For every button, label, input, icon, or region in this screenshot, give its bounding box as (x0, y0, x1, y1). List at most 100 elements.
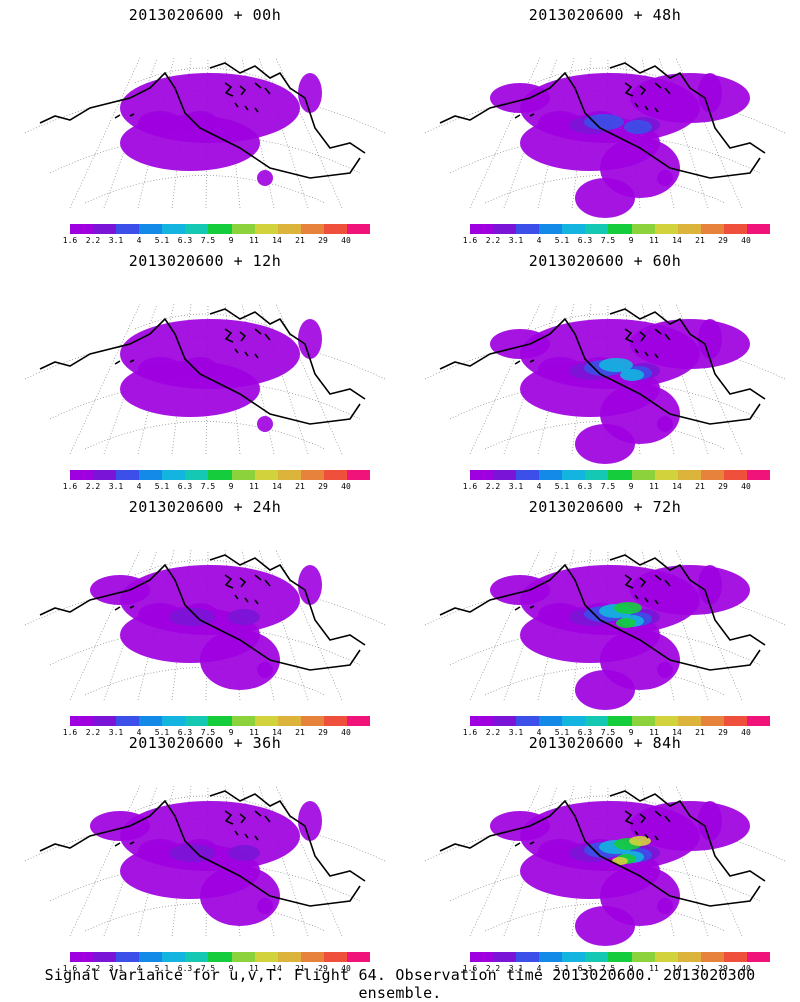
colorbar-swatch (585, 224, 609, 234)
coastline (439, 308, 766, 425)
colorbar-label: 4 (136, 236, 142, 245)
colorbar-swatch (539, 224, 563, 234)
colorbar-label: 9 (228, 964, 234, 973)
colorbar-swatch (723, 716, 747, 726)
colorbar-swatch (70, 716, 94, 726)
colorbar-swatch (654, 224, 678, 234)
colorbar-swatch (539, 470, 563, 480)
colorbar-label: 4 (536, 236, 542, 245)
panel-title: 2013020600 + 24h (128, 498, 282, 516)
colorbar-swatch (746, 224, 771, 234)
colorbar-swatch (723, 224, 747, 234)
colorbar-swatch (116, 952, 140, 962)
colorbar-swatch (585, 470, 609, 480)
map-panel: 2013020600 + 72h 1.6 2.2 3.1 4 5.1 6.3 7.5 9 11 14… (410, 494, 800, 739)
colorbar-swatch (208, 470, 232, 480)
colorbar-label: 40 (341, 728, 351, 737)
panel-title: 2013020600 + 48h (528, 6, 682, 24)
colorbar-swatch (254, 470, 278, 480)
polar-map (410, 274, 800, 464)
colorbar-swatch (70, 952, 94, 962)
colorbar-label: 3.1 (508, 964, 524, 973)
colorbar-label: 5.1 (154, 236, 170, 245)
map-panel: 2013020600 + 12h 1.6 2.2 3.1 4 5.1 6.3 7.5 9 11 14… (10, 248, 400, 493)
colorbar-swatch (516, 952, 540, 962)
colorbar-swatch (654, 470, 678, 480)
colorbar-label: 11 (249, 964, 259, 973)
colorbar-swatch (723, 952, 747, 962)
colorbar-label: 9 (628, 482, 634, 491)
colorbar-label: 2.2 (85, 964, 101, 973)
colorbar-swatch (516, 716, 540, 726)
colorbar-label: 5.1 (554, 728, 570, 737)
colorbar-label: 11 (649, 236, 659, 245)
colorbar-label: 4 (136, 964, 142, 973)
colorbar-swatch (231, 224, 255, 234)
colorbar-swatch (470, 952, 494, 962)
colorbar-label: 1.6 (62, 236, 78, 245)
colorbar-label: 7.5 (200, 728, 216, 737)
coastline (39, 62, 366, 179)
colorbar-swatch (346, 224, 371, 234)
colorbar-swatch (677, 470, 701, 480)
colorbar-label: 11 (249, 728, 259, 737)
colorbar-swatch (185, 470, 209, 480)
colorbar-label: 1.6 (62, 728, 78, 737)
colorbar-swatch (562, 716, 586, 726)
colorbar-swatch (93, 224, 117, 234)
colorbar-swatch (231, 716, 255, 726)
colorbar-swatch (208, 952, 232, 962)
variance-field (120, 73, 322, 186)
polar-map (410, 28, 800, 218)
colorbar-swatch (93, 952, 117, 962)
colorbar-swatch (516, 224, 540, 234)
colorbar-swatch (139, 224, 163, 234)
colorbar-label: 4 (136, 728, 142, 737)
colorbar-swatch (493, 716, 517, 726)
polar-map (410, 756, 800, 946)
variance-field (490, 73, 750, 218)
colorbar-label: 3.1 (508, 236, 524, 245)
colorbar-label: 4 (536, 482, 542, 491)
colorbar-swatch (70, 224, 94, 234)
colorbar-swatch (254, 224, 278, 234)
colorbar (470, 470, 771, 480)
colorbar-labels: 1.6 2.2 3.1 4 5.1 6.3 7.5 9 11 14 21 29 40 (462, 482, 782, 492)
colorbar-label: 1.6 (462, 728, 478, 737)
colorbar-swatch (254, 952, 278, 962)
colorbar-label: 9 (628, 236, 634, 245)
colorbar-label: 2.2 (485, 236, 501, 245)
colorbar-label: 7.5 (600, 482, 616, 491)
colorbar-label: 29 (718, 236, 728, 245)
colorbar-label: 4 (536, 964, 542, 973)
variance-field (120, 319, 322, 432)
colorbar-label: 40 (741, 236, 751, 245)
colorbar-swatch (608, 470, 632, 480)
colorbar-label: 14 (672, 964, 682, 973)
colorbar-swatch (608, 224, 632, 234)
colorbar-label: 21 (695, 728, 705, 737)
colorbar-label: 2.2 (485, 964, 501, 973)
colorbar-swatch (323, 716, 347, 726)
colorbar-labels: 1.6 2.2 3.1 4 5.1 6.3 7.5 9 11 14 21 29 40 (462, 964, 782, 974)
map-panel: 2013020600 + 36h 1.6 2.2 3.1 4 5.1 6.3 7.5 9 11 14… (10, 730, 400, 975)
colorbar-label: 14 (272, 482, 282, 491)
colorbar-label: 2.2 (85, 728, 101, 737)
colorbar-label: 40 (741, 728, 751, 737)
colorbar-label: 6.3 (177, 964, 193, 973)
polar-map (410, 520, 800, 710)
map-panel: 2013020600 + 60h 1.6 2.2 3.1 4 5.1 6.3 7.5 9 11 14… (410, 248, 800, 493)
colorbar (470, 716, 771, 726)
colorbar-label: 21 (695, 482, 705, 491)
colorbar-swatch (608, 952, 632, 962)
colorbar-label: 5.1 (554, 964, 570, 973)
panel-title: 2013020600 + 72h (528, 498, 682, 516)
colorbar-labels: 1.6 2.2 3.1 4 5.1 6.3 7.5 9 11 14 21 29 40 (62, 482, 382, 492)
coastline (39, 790, 366, 907)
colorbar-swatch (516, 470, 540, 480)
colorbar-label: 3.1 (108, 236, 124, 245)
variance-field (490, 565, 750, 710)
colorbar-swatch (323, 952, 347, 962)
colorbar-label: 9 (628, 964, 634, 973)
colorbar-swatch (470, 470, 494, 480)
